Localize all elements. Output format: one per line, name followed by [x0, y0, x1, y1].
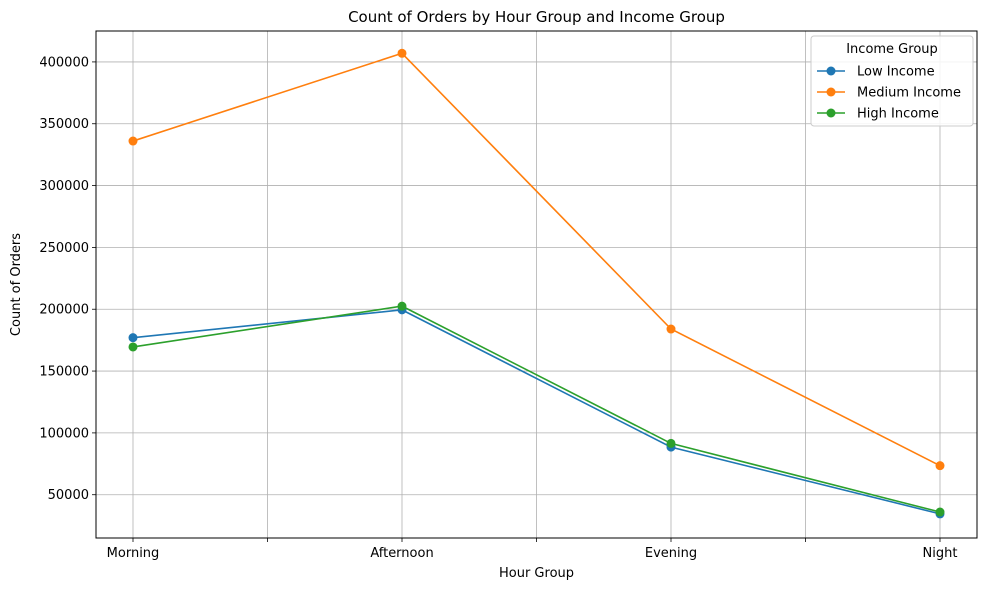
data-point — [397, 48, 407, 58]
y-tick-label: 50000 — [48, 488, 89, 503]
x-tick-label: Afternoon — [370, 546, 433, 561]
data-point — [128, 342, 138, 352]
y-tick-label: 100000 — [39, 426, 89, 441]
y-tick-label: 150000 — [39, 365, 89, 380]
data-point — [666, 438, 676, 448]
legend-label: Low Income — [857, 65, 935, 80]
x-tick-label: Night — [923, 546, 958, 561]
y-tick-label: 250000 — [39, 241, 89, 256]
data-point — [935, 461, 945, 471]
x-tick-label: Evening — [645, 546, 697, 561]
chart-title: Count of Orders by Hour Group and Income… — [348, 8, 725, 26]
legend-marker — [826, 108, 836, 118]
legend-marker — [826, 87, 836, 97]
x-axis-label: Hour Group — [499, 566, 574, 581]
grid — [96, 31, 977, 538]
y-tick-label: 200000 — [39, 303, 89, 318]
data-point — [935, 507, 945, 517]
data-point — [128, 136, 138, 146]
y-tick-label: 400000 — [39, 55, 89, 70]
legend-title: Income Group — [846, 42, 938, 57]
y-tick-label: 300000 — [39, 179, 89, 194]
legend-label: High Income — [857, 107, 939, 122]
series-line — [132, 305, 941, 513]
y-axis: 50000 100000 150000 200000 250000 300000 35000… — [39, 55, 96, 503]
legend-marker — [826, 66, 836, 76]
x-axis: Morning Afternoon Evening Night — [107, 538, 958, 561]
x-tick-label: Morning — [107, 546, 160, 561]
data-point — [666, 324, 676, 334]
data-point — [397, 301, 407, 311]
y-tick-label: 350000 — [39, 117, 89, 132]
legend-label: Medium Income — [857, 86, 961, 101]
data-point — [128, 333, 138, 343]
legend: Income Group Low Income Medium Income High… — [810, 35, 974, 127]
series-layer — [128, 48, 945, 519]
legend-box — [810, 35, 974, 127]
series-line — [132, 52, 941, 467]
y-axis-label: Count of Orders — [9, 233, 24, 336]
series-line — [132, 309, 941, 515]
